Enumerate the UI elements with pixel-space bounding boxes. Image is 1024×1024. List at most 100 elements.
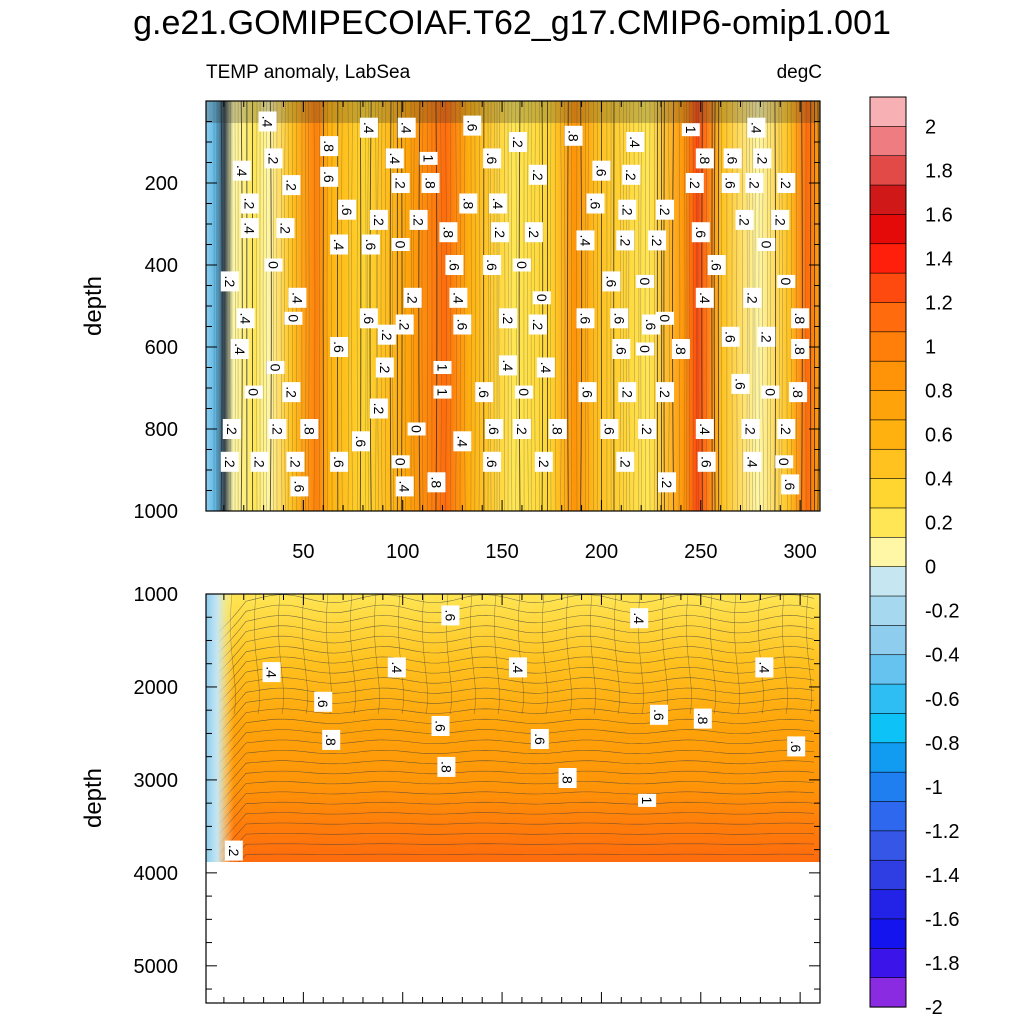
contour-label-text: .4 bbox=[450, 292, 466, 304]
contour-label: .2 bbox=[743, 287, 762, 308]
contour-label-box bbox=[723, 148, 742, 169]
contour-label-box bbox=[586, 193, 605, 214]
y-tick-label: 2000 bbox=[134, 677, 179, 699]
contour-label-box bbox=[691, 222, 710, 243]
contour-label-box bbox=[232, 160, 251, 181]
contour-label: .4 bbox=[626, 132, 645, 152]
contour-label: .8 bbox=[671, 339, 690, 359]
colorbar-swatch bbox=[869, 889, 907, 920]
contour-label: .8 bbox=[300, 419, 319, 439]
colorbar: 2 1.8 1.6 1.4 1.2 1 0.8 0.6 0.4 0.2 0 -0.2 -0.4 -0.6 -… bbox=[869, 96, 959, 1019]
contour-label-text: .6 bbox=[723, 177, 739, 189]
colorbar-swatch bbox=[869, 947, 907, 979]
contour-label-box bbox=[642, 314, 661, 335]
contour-label: .8 bbox=[437, 756, 456, 777]
contour-label-text: .6 bbox=[788, 741, 804, 753]
colorbar-swatch bbox=[869, 184, 907, 216]
contour-label: .2 bbox=[268, 419, 287, 439]
contour-label: .6 bbox=[352, 431, 370, 452]
contour-label: .4 bbox=[576, 230, 595, 251]
contour-label: .8 bbox=[791, 308, 810, 329]
lower-contour-line bbox=[206, 750, 815, 797]
contour-label: .6 bbox=[642, 314, 661, 335]
contour-label: .6 bbox=[723, 148, 742, 169]
contour-label: .4 bbox=[385, 148, 404, 169]
contour-label: .2 bbox=[658, 472, 676, 493]
contour-label: .2 bbox=[656, 199, 674, 220]
colorbar-swatch bbox=[869, 683, 907, 715]
contour-label-text: .2 bbox=[619, 204, 635, 216]
contour-label: .6 bbox=[431, 716, 450, 736]
contour-label: 1 bbox=[419, 151, 438, 165]
contour-label-text: .6 bbox=[603, 276, 619, 288]
contour-label-box bbox=[427, 472, 446, 493]
contour-label-box bbox=[658, 472, 676, 493]
contour-label-text: .2 bbox=[619, 386, 635, 398]
contour-label-text: .4 bbox=[260, 116, 276, 128]
contour-label: .6 bbox=[781, 474, 800, 495]
contour-label-text: .6 bbox=[613, 343, 629, 355]
contour-label: .6 bbox=[320, 166, 339, 187]
contour-label-box bbox=[755, 657, 774, 678]
upper-contour-line bbox=[515, 101, 517, 511]
contour-label: .2 bbox=[528, 164, 547, 185]
contour-label: .2 bbox=[403, 287, 422, 308]
contour-label-box bbox=[753, 148, 772, 169]
colorbar-swatch bbox=[869, 713, 907, 744]
y-tick-label: 200 bbox=[145, 173, 178, 195]
contour-label-box bbox=[512, 258, 531, 272]
contour-label-box bbox=[789, 382, 808, 403]
contour-label: 0 bbox=[391, 238, 410, 251]
contour-label-text: .6 bbox=[464, 120, 480, 132]
contour-label: .6 bbox=[600, 419, 619, 439]
colorbar-label: -2 bbox=[925, 997, 943, 1019]
contour-label-box bbox=[592, 160, 611, 181]
contour-label-box bbox=[600, 419, 619, 439]
contour-label-text: .4 bbox=[631, 612, 647, 624]
lower-contour-line bbox=[206, 760, 815, 808]
lower-missing-region bbox=[206, 862, 820, 1003]
contour-label-text: .6 bbox=[484, 259, 500, 271]
upper-contour-line bbox=[801, 101, 803, 511]
contour-label-text: .4 bbox=[264, 666, 280, 678]
contour-label: .4 bbox=[232, 160, 251, 181]
contour-label-box bbox=[499, 308, 517, 329]
contour-label-text: .8 bbox=[695, 713, 711, 725]
contour-label: .4 bbox=[630, 608, 649, 629]
upper-contour-line bbox=[580, 101, 583, 511]
contour-label-text: .4 bbox=[756, 662, 772, 674]
contour-label: .8 bbox=[459, 193, 478, 214]
contour-label-text: .2 bbox=[393, 177, 409, 189]
upper-contour-line bbox=[649, 101, 651, 511]
colorbar-swatch bbox=[869, 625, 907, 656]
colorbar-label: -0.2 bbox=[925, 601, 959, 623]
contour-label: 0 bbox=[266, 361, 285, 374]
contour-label-box bbox=[534, 451, 553, 472]
contour-label: .2 bbox=[618, 382, 637, 403]
colorbar-swatch bbox=[869, 595, 907, 626]
contour-label: .6 bbox=[483, 255, 502, 275]
contour-label-box bbox=[230, 339, 249, 359]
contour-label-box bbox=[578, 382, 597, 403]
contour-label-text: .6 bbox=[353, 435, 369, 447]
contour-label: .2 bbox=[276, 218, 295, 239]
contour-label: .2 bbox=[282, 382, 301, 403]
contour-label: .2 bbox=[735, 209, 754, 230]
upper-contour-line bbox=[351, 101, 353, 511]
upper-contour-line bbox=[555, 101, 557, 511]
contour-label: .8 bbox=[439, 222, 458, 243]
contour-label-text: .6 bbox=[725, 153, 741, 165]
contour-label-text: .2 bbox=[379, 329, 395, 341]
contour-label-box bbox=[352, 431, 370, 452]
contour-label-box bbox=[771, 209, 790, 230]
contour-label-box bbox=[240, 218, 259, 239]
upper-contour-line bbox=[385, 101, 387, 511]
colorbar-swatch bbox=[869, 448, 907, 480]
upper-contour-line bbox=[359, 101, 362, 511]
contour-label-box bbox=[433, 385, 452, 399]
contour-label: 0 bbox=[407, 422, 426, 436]
contour-label-box bbox=[787, 736, 806, 757]
contour-label-text: .6 bbox=[315, 696, 331, 708]
contour-label-box bbox=[453, 314, 472, 335]
